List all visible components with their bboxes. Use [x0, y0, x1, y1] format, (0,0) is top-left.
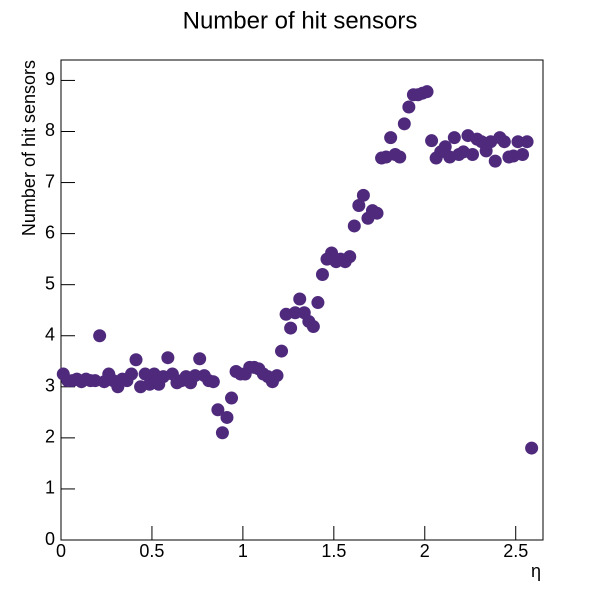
y-tick-label: 9 — [45, 69, 55, 89]
x-tick-label: 1 — [238, 541, 248, 561]
data-point — [347, 219, 361, 233]
data-point — [225, 391, 239, 405]
y-tick-label: 0 — [45, 529, 55, 549]
x-tick-label: 2 — [420, 541, 430, 561]
y-tick-label: 4 — [45, 324, 55, 344]
data-point — [161, 351, 175, 365]
y-tick-label: 3 — [45, 376, 55, 396]
data-point — [466, 147, 480, 161]
data-point — [352, 199, 366, 213]
data-point — [438, 140, 452, 154]
data-point — [402, 100, 416, 114]
data-point — [284, 321, 298, 335]
data-point — [497, 135, 511, 149]
data-point — [220, 410, 234, 424]
data-point — [311, 296, 325, 310]
data-point — [270, 369, 284, 383]
y-tick-label: 2 — [45, 427, 55, 447]
data-point — [193, 352, 207, 366]
data-point — [384, 131, 398, 145]
y-axis-label: Number of hit sensors — [19, 60, 39, 236]
data-point — [370, 206, 384, 220]
x-tick-label: 0 — [56, 541, 66, 561]
data-point — [447, 131, 461, 145]
data-point — [511, 135, 525, 149]
data-point — [420, 85, 434, 99]
data-point — [520, 135, 534, 149]
y-tick-label: 5 — [45, 273, 55, 293]
data-point — [129, 353, 143, 367]
data-point — [397, 117, 411, 131]
data-point — [306, 320, 320, 334]
x-tick-label: 1.5 — [321, 541, 346, 561]
plot-frame — [60, 59, 544, 541]
y-tick-label: 8 — [45, 120, 55, 140]
data-point — [275, 344, 289, 358]
y-tick-label: 1 — [45, 478, 55, 498]
x-tick-label: 0.5 — [139, 541, 164, 561]
data-point — [488, 154, 502, 168]
y-tick-label: 6 — [45, 222, 55, 242]
data-point — [425, 134, 439, 148]
data-point — [315, 267, 329, 281]
data-point — [188, 369, 202, 383]
y-tick-label: 7 — [45, 171, 55, 191]
data-point — [343, 250, 357, 264]
data-point — [206, 375, 220, 389]
data-point — [356, 188, 370, 202]
data-point — [143, 377, 157, 391]
data-point — [93, 329, 107, 343]
data-point — [138, 367, 152, 381]
x-axis-label: η — [531, 561, 541, 581]
chart-title: Number of hit sensors — [183, 7, 418, 34]
data-point — [293, 292, 307, 306]
data-point — [525, 441, 539, 455]
data-point — [288, 306, 302, 320]
data-point — [393, 150, 407, 164]
data-point — [211, 403, 225, 417]
data-point — [124, 367, 138, 381]
data-point — [516, 147, 530, 161]
data-point — [215, 426, 229, 440]
x-tick-label: 2.5 — [503, 541, 528, 561]
